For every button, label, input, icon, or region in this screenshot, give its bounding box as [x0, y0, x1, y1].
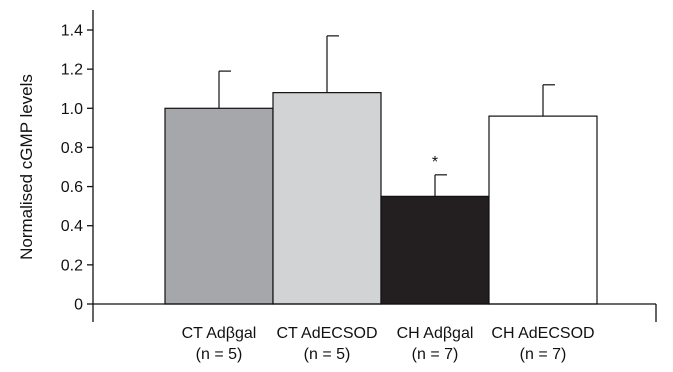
x-tick-label: CT Adβgal [182, 325, 257, 342]
x-tick-sublabel: (n = 5) [196, 346, 243, 363]
y-tick-label: 1.0 [61, 101, 83, 118]
annotations: * [432, 154, 438, 171]
x-tick-label: CH AdECSOD [491, 325, 594, 342]
y-tick-label: 0.6 [61, 179, 83, 196]
significance-marker: * [432, 154, 438, 171]
bar [488, 115, 598, 305]
x-tick-label: CT AdECSOD [276, 325, 377, 342]
y-tick-label: 1.4 [61, 23, 83, 40]
bars [164, 92, 598, 305]
x-axis: CT Adβgal (n = 5) CT AdECSOD (n = 5) CH Adβg… [93, 303, 657, 363]
bar [272, 92, 382, 305]
y-tick-label: 0.4 [61, 218, 83, 235]
x-tick-sublabel: (n = 7) [520, 346, 567, 363]
y-tick-label: 0.2 [61, 257, 83, 274]
x-tick-label: CH Adβgal [397, 325, 474, 342]
error-bars [218, 35, 555, 197]
y-axis: 0 0.2 0.4 0.6 0.8 1.0 1.2 1.4 [61, 10, 94, 322]
y-axis-label: Normalised cGMP levels [17, 74, 36, 260]
bar [164, 107, 274, 305]
x-tick-sublabel: (n = 7) [412, 346, 459, 363]
bar [380, 195, 490, 305]
x-tick-sublabel: (n = 5) [304, 346, 351, 363]
y-tick-label: 1.2 [61, 62, 83, 79]
y-tick-label: 0.8 [61, 140, 83, 157]
y-tick-label: 0 [74, 297, 83, 314]
